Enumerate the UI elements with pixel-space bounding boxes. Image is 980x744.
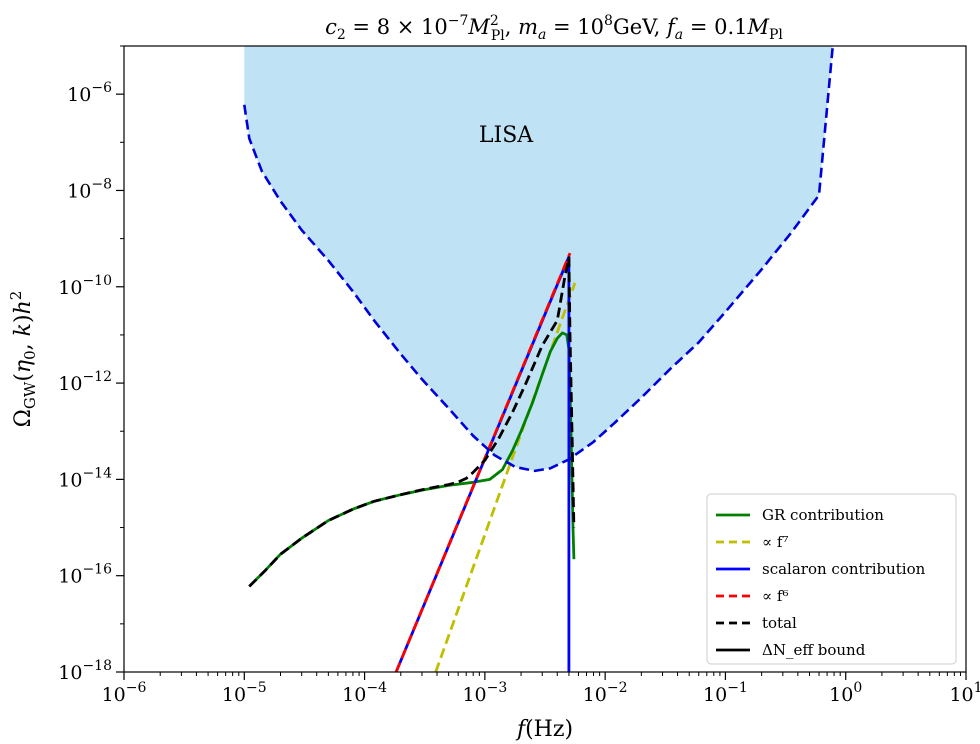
x-tick-label: 100 (829, 680, 862, 706)
series-line-gr (248, 331, 576, 588)
legend-label: ΔN_eff bound (762, 641, 866, 659)
legend-label: ∝ f⁷ (762, 533, 788, 551)
series-line-f7 (434, 282, 577, 672)
legend: GR contribution ∝ f⁷ scalaron contribution… (706, 493, 957, 665)
y-tick-label: 10−18 (58, 658, 112, 684)
legend-label: GR contribution (762, 506, 884, 524)
lisa-sensitivity-region (244, 46, 835, 471)
legend-label: scalaron contribution (762, 560, 926, 578)
chart-title: c2 = 8 × 10−7M2 Pl, ma = 108GeV, fa = 0.1… (325, 13, 783, 44)
x-tick-label: 10−5 (222, 680, 267, 706)
x-tick-label: 10−3 (462, 680, 507, 706)
y-tick-label: 10−8 (67, 176, 112, 202)
series-line-lisa (243, 46, 835, 473)
y-tick-label: 10−12 (58, 369, 112, 395)
series-line-total (248, 256, 576, 588)
x-tick-label: 10−1 (703, 680, 748, 706)
x-tick-label: 10−2 (583, 680, 628, 706)
x-tick-label: 101 (949, 680, 980, 706)
x-tick-label: 10−4 (342, 680, 387, 706)
y-tick-label: 10−10 (58, 273, 112, 299)
plot-frame (123, 45, 967, 673)
legend-label: ∝ f⁶ (762, 587, 788, 605)
y-tick-label: 10−16 (58, 562, 112, 588)
y-tick-label: 10−14 (58, 465, 112, 491)
x-axis-title: f(Hz) (515, 717, 573, 742)
y-tick-label: 10−6 (67, 80, 112, 106)
legend-label: total (762, 614, 797, 632)
x-tick-label: 10−6 (102, 680, 147, 706)
legend-box (706, 493, 957, 665)
lisa-label: LISA (479, 123, 534, 148)
y-axis-title: ΩGW(η0, k)h2 (7, 291, 39, 428)
